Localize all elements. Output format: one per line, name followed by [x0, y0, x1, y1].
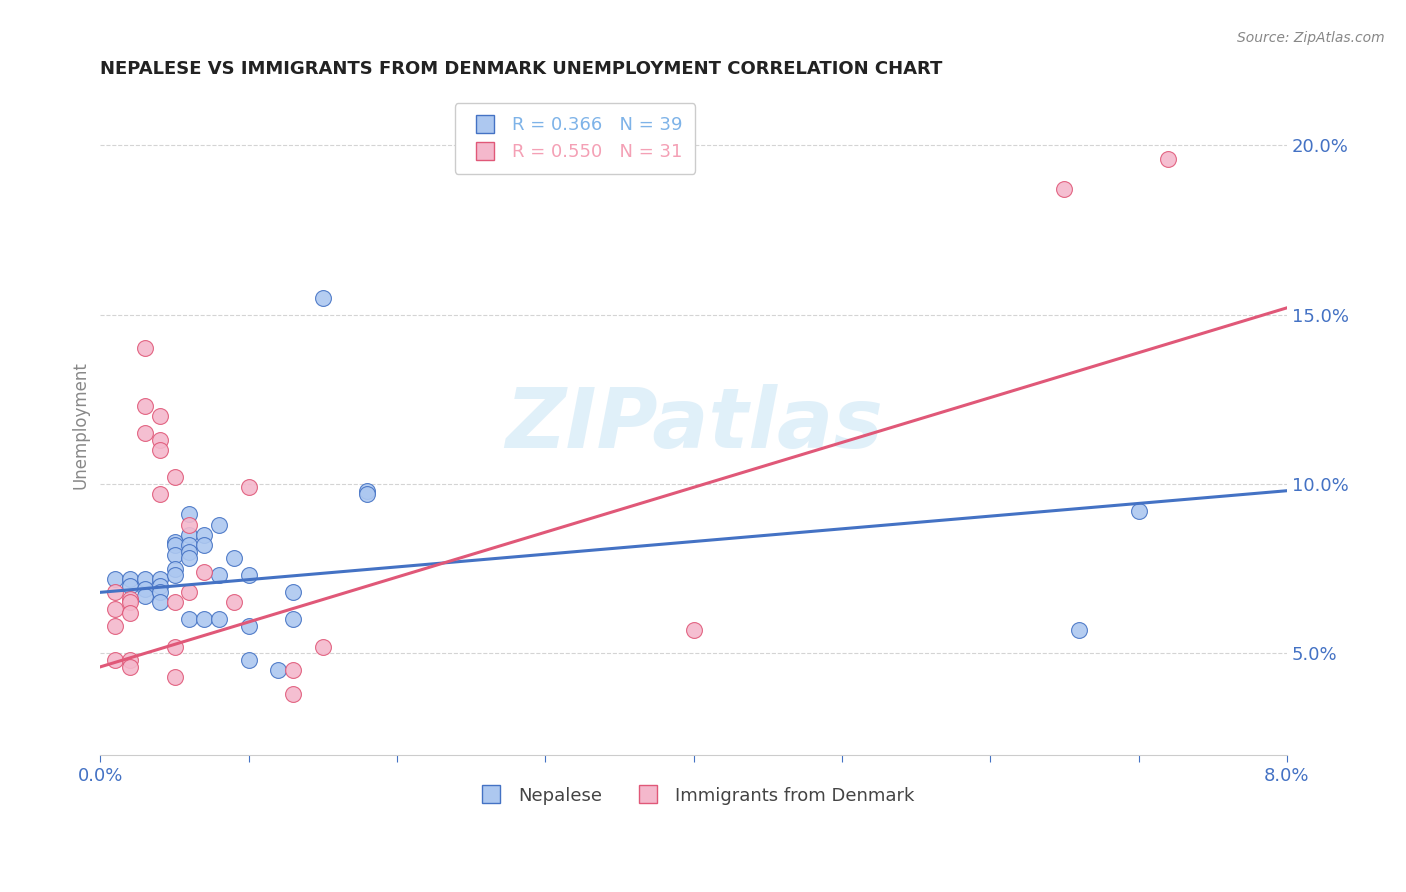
- Point: [134, 589, 156, 603]
- Point: [163, 640, 186, 654]
- Point: [179, 527, 201, 541]
- Point: [283, 687, 305, 701]
- Point: [118, 592, 141, 607]
- Point: [134, 582, 156, 596]
- Point: [208, 612, 231, 626]
- Point: [238, 568, 260, 582]
- Point: [1128, 504, 1150, 518]
- Point: [149, 433, 172, 447]
- Point: [238, 619, 260, 633]
- Point: [179, 551, 201, 566]
- Point: [179, 585, 201, 599]
- Point: [208, 517, 231, 532]
- Text: ZIPatlas: ZIPatlas: [505, 384, 883, 465]
- Text: Source: ZipAtlas.com: Source: ZipAtlas.com: [1237, 31, 1385, 45]
- Point: [118, 606, 141, 620]
- Point: [163, 538, 186, 552]
- Point: [134, 342, 156, 356]
- Point: [682, 623, 704, 637]
- Point: [104, 653, 127, 667]
- Point: [1157, 152, 1180, 166]
- Point: [134, 399, 156, 413]
- Point: [179, 544, 201, 558]
- Point: [238, 480, 260, 494]
- Point: [208, 568, 231, 582]
- Point: [149, 578, 172, 592]
- Point: [134, 426, 156, 441]
- Point: [163, 470, 186, 484]
- Point: [1069, 623, 1091, 637]
- Point: [312, 640, 335, 654]
- Point: [118, 660, 141, 674]
- Point: [179, 538, 201, 552]
- Point: [149, 487, 172, 501]
- Point: [104, 572, 127, 586]
- Point: [149, 572, 172, 586]
- Point: [1053, 182, 1076, 196]
- Point: [222, 551, 245, 566]
- Point: [222, 595, 245, 609]
- Point: [179, 508, 201, 522]
- Point: [134, 572, 156, 586]
- Point: [118, 578, 141, 592]
- Point: [163, 568, 186, 582]
- Point: [163, 561, 186, 575]
- Point: [118, 572, 141, 586]
- Point: [193, 538, 215, 552]
- Text: NEPALESE VS IMMIGRANTS FROM DENMARK UNEMPLOYMENT CORRELATION CHART: NEPALESE VS IMMIGRANTS FROM DENMARK UNEM…: [100, 60, 943, 78]
- Point: [118, 653, 141, 667]
- Point: [163, 534, 186, 549]
- Point: [104, 619, 127, 633]
- Point: [283, 612, 305, 626]
- Point: [193, 565, 215, 579]
- Point: [149, 595, 172, 609]
- Point: [283, 663, 305, 677]
- Point: [179, 612, 201, 626]
- Point: [149, 409, 172, 424]
- Point: [163, 670, 186, 684]
- Point: [149, 585, 172, 599]
- Point: [238, 653, 260, 667]
- Point: [163, 595, 186, 609]
- Y-axis label: Unemployment: Unemployment: [72, 360, 89, 489]
- Point: [118, 595, 141, 609]
- Point: [267, 663, 290, 677]
- Point: [283, 585, 305, 599]
- Legend: Nepalese, Immigrants from Denmark: Nepalese, Immigrants from Denmark: [465, 780, 921, 812]
- Point: [356, 487, 378, 501]
- Point: [149, 443, 172, 458]
- Point: [193, 612, 215, 626]
- Point: [356, 483, 378, 498]
- Point: [104, 585, 127, 599]
- Point: [104, 602, 127, 616]
- Point: [163, 548, 186, 562]
- Point: [312, 291, 335, 305]
- Point: [179, 517, 201, 532]
- Point: [193, 527, 215, 541]
